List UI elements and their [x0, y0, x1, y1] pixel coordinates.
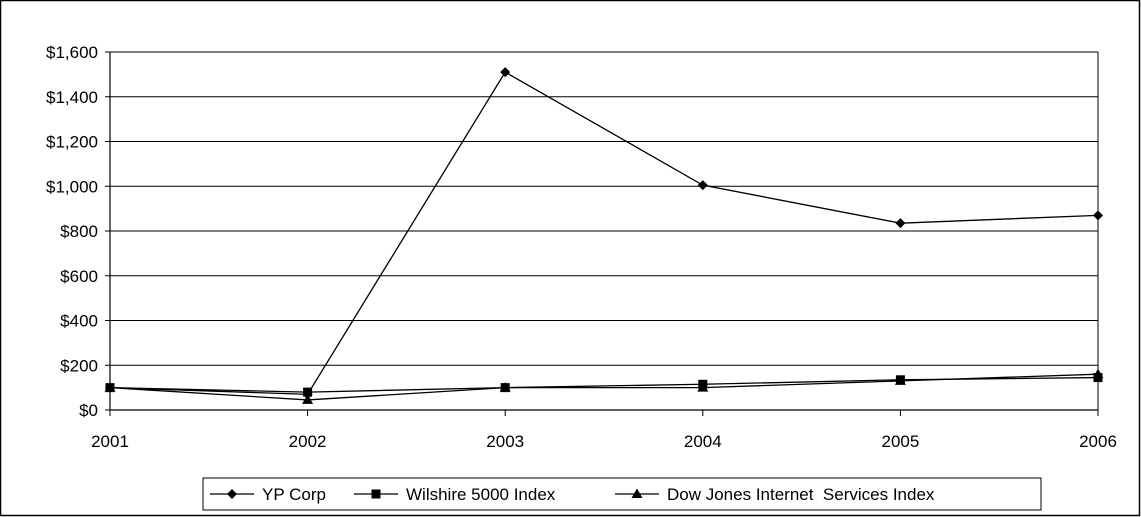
x-tick-label: 2005 [881, 432, 919, 451]
x-tick-label: 2006 [1079, 432, 1117, 451]
legend: YP Corp Wilshire 5000 Index Dow Jones Inte… [203, 478, 1041, 510]
y-tick-label: $800 [60, 222, 98, 241]
y-tick-label: $1,400 [46, 88, 98, 107]
y-tick-label: $600 [60, 267, 98, 286]
y-tick-label: $1,200 [46, 133, 98, 152]
x-tick-label: 2002 [289, 432, 327, 451]
x-tick-label: 2001 [91, 432, 129, 451]
y-tick-label: $1,000 [46, 177, 98, 196]
legend-marker [372, 490, 381, 499]
y-tick-label: $0 [79, 401, 98, 420]
legend-label: YP Corp [262, 485, 326, 504]
y-tick-label: $200 [60, 356, 98, 375]
legend-label: Wilshire 5000 Index [406, 485, 556, 504]
y-tick-label: $1,600 [46, 43, 98, 62]
y-tick-label: $400 [60, 312, 98, 331]
x-tick-label: 2004 [684, 432, 722, 451]
x-tick-label: 2003 [486, 432, 524, 451]
legend-label: Dow Jones Internet Services Index [667, 485, 935, 504]
